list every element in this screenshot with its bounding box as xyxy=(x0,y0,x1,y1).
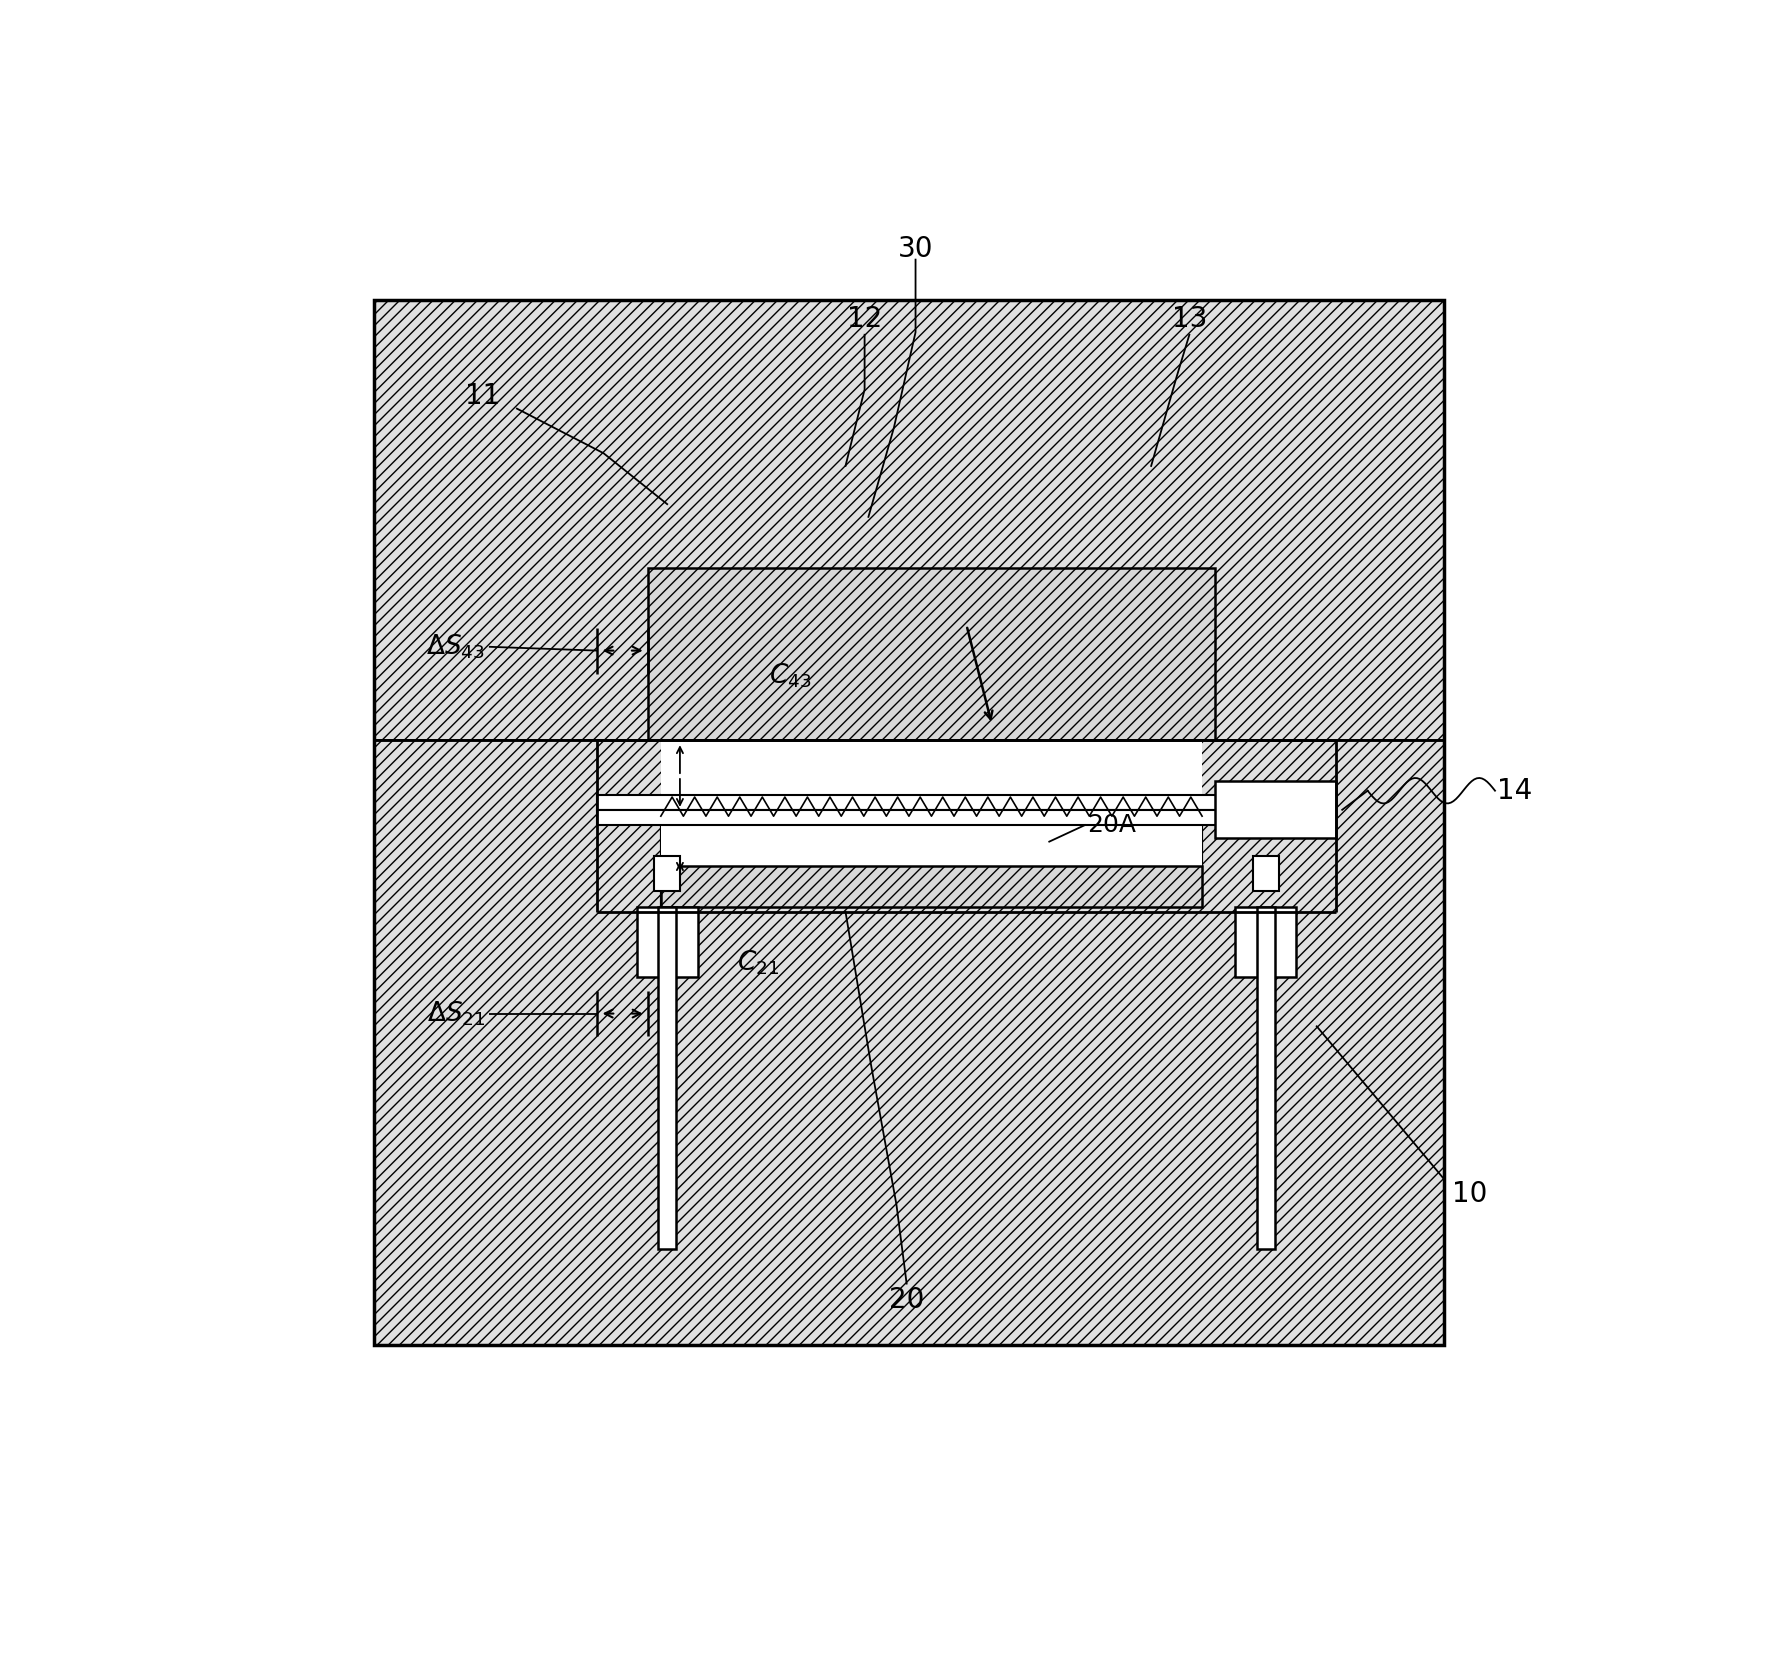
Bar xyxy=(598,810,1335,825)
Bar xyxy=(598,794,1335,810)
Bar xyxy=(661,815,1202,906)
Text: $\Delta S_{43}$: $\Delta S_{43}$ xyxy=(426,632,484,662)
Text: $\Delta S_{21}$: $\Delta S_{21}$ xyxy=(426,999,484,1027)
Text: 10: 10 xyxy=(1450,1181,1486,1209)
Text: 20A: 20A xyxy=(1087,814,1136,837)
Bar xyxy=(647,567,1215,739)
Bar xyxy=(661,865,1202,906)
Text: 13: 13 xyxy=(1170,306,1206,334)
Bar xyxy=(1252,855,1278,892)
Text: 30: 30 xyxy=(897,235,933,263)
Bar xyxy=(374,301,1443,1345)
Bar xyxy=(1215,781,1335,839)
Bar xyxy=(1234,906,1296,976)
Bar xyxy=(374,739,1443,1345)
Text: $C_{21}$: $C_{21}$ xyxy=(738,948,778,978)
Bar xyxy=(658,906,676,1249)
Text: 20: 20 xyxy=(888,1287,924,1315)
Bar xyxy=(637,906,697,976)
Text: 12: 12 xyxy=(846,306,881,334)
Bar xyxy=(661,815,1202,867)
Bar xyxy=(374,301,1443,739)
Text: 11: 11 xyxy=(465,382,500,410)
Text: $C_{43}$: $C_{43}$ xyxy=(769,662,810,690)
Bar xyxy=(661,817,1202,906)
Bar xyxy=(661,739,1202,815)
Bar xyxy=(654,855,679,892)
Text: 14: 14 xyxy=(1496,777,1530,805)
Bar xyxy=(1255,906,1275,1249)
